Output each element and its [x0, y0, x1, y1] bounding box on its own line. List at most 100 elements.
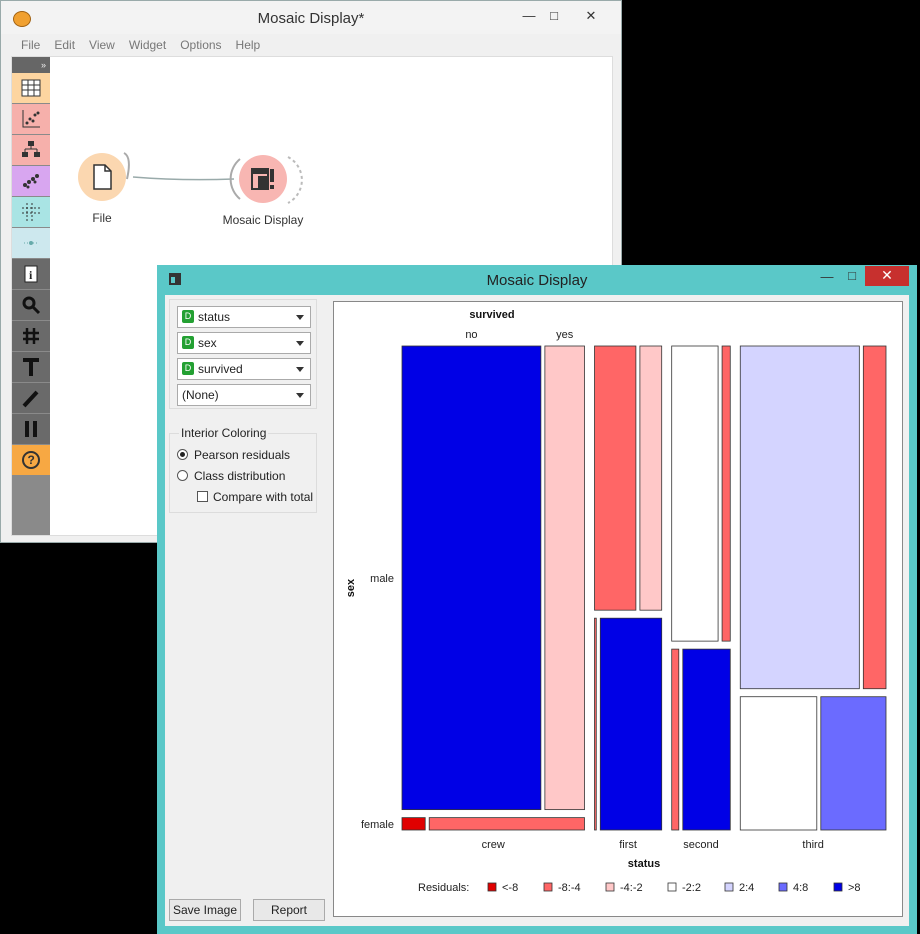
link-line[interactable] — [132, 176, 235, 181]
magnifier-icon — [22, 296, 41, 315]
variable-3-value: survived — [198, 362, 243, 376]
variable-4-select[interactable]: (None) — [177, 384, 311, 406]
toolbox-scatter-plot-button[interactable] — [12, 104, 50, 134]
class-distribution-label[interactable]: Class distribution — [194, 469, 286, 483]
toolbox-distance-button[interactable] — [12, 228, 50, 258]
heatmap-grid-icon — [22, 203, 40, 221]
mosaic-close-button[interactable]: ✕ — [865, 266, 909, 286]
toolbox-text-button[interactable] — [12, 352, 50, 382]
compare-with-total-label[interactable]: Compare with total — [213, 490, 314, 504]
maximize-button[interactable]: □ — [550, 8, 558, 23]
help-icon: ? — [22, 451, 40, 469]
mosaic-cell — [671, 648, 680, 831]
toolbox-pen-button[interactable] — [12, 383, 50, 413]
pearson-residuals-label[interactable]: Pearson residuals — [194, 448, 291, 462]
x-tick-label: second — [683, 839, 718, 851]
save-image-button[interactable]: Save Image — [169, 899, 241, 921]
toolbox-info-button[interactable]: i — [12, 259, 50, 289]
toolbox-heatmap-grid-button[interactable] — [12, 197, 50, 227]
mosaic-cell — [401, 817, 426, 831]
legend-swatch — [487, 882, 497, 892]
class-distribution-radio[interactable] — [177, 470, 188, 481]
inner-tick-label: yes — [556, 329, 574, 341]
chevron-down-icon — [296, 393, 304, 398]
mosaic-title-bar: Mosaic Display — □ ✕ — [157, 265, 917, 295]
toolbox-pause-button[interactable] — [12, 414, 50, 444]
y-tick-label: female — [361, 819, 394, 831]
data-table-icon — [21, 79, 41, 97]
mosaic-cell — [594, 345, 637, 611]
canvas-window-title: Mosaic Display* — [257, 10, 365, 27]
mosaic-window-title: Mosaic Display — [486, 272, 588, 289]
info-icon: i — [24, 265, 38, 283]
toolbox-expand-button[interactable]: » — [12, 57, 50, 73]
hash-icon — [23, 328, 39, 344]
orange-logo-icon — [13, 11, 31, 27]
variable-2-value: sex — [198, 336, 217, 350]
variable-4-value: (None) — [182, 388, 219, 402]
minimize-button[interactable]: — — [522, 8, 536, 23]
mosaic-minimize-button[interactable]: — — [820, 269, 834, 284]
menu-options[interactable]: Options — [180, 38, 222, 52]
toolbox-help-button[interactable]: ? — [12, 445, 50, 475]
mosaic-node[interactable]: Mosaic Display — [223, 155, 303, 227]
chevron-down-icon — [296, 315, 304, 320]
menu-view[interactable]: View — [89, 38, 115, 52]
discrete-badge-icon: D — [182, 362, 194, 376]
legend-label: -2:2 — [682, 882, 701, 894]
mosaic-maximize-button[interactable]: □ — [848, 268, 856, 283]
svg-text:?: ? — [28, 453, 35, 467]
file-node-label: File — [92, 211, 112, 225]
x-tick-label: first — [619, 839, 637, 851]
file-node-circle[interactable] — [78, 153, 126, 201]
legend-label: 4:8 — [793, 882, 808, 894]
mosaic-cell — [820, 696, 887, 831]
toolbox-magnifier-button[interactable] — [12, 290, 50, 320]
mosaic-plot-area: crew no yes male female first second third survi… — [333, 301, 903, 917]
clusters-icon — [23, 174, 39, 189]
toolbox-hash-button[interactable] — [12, 321, 50, 351]
menu-edit[interactable]: Edit — [54, 38, 76, 52]
scatter-plot-icon — [22, 110, 40, 128]
toolbox-tree-button[interactable] — [12, 135, 50, 165]
menu-widget[interactable]: Widget — [128, 38, 167, 52]
toolbox-data-table-button[interactable] — [12, 73, 50, 103]
distance-icon — [24, 241, 38, 245]
svg-text:i: i — [29, 268, 33, 282]
mosaic-cell — [739, 345, 860, 690]
mosaic-cell — [682, 648, 731, 831]
pen-icon — [22, 390, 39, 408]
file-node[interactable]: File — [78, 153, 126, 225]
menu-help[interactable]: Help — [235, 38, 261, 52]
mosaic-cell — [544, 345, 585, 811]
legend-title: Residuals: — [418, 882, 469, 894]
close-button[interactable]: ✕ — [585, 8, 597, 23]
mosaic-cell — [594, 617, 597, 831]
mosaic-cell — [428, 817, 585, 831]
document-icon — [93, 164, 112, 190]
legend-swatch — [778, 882, 788, 892]
legend-label: -4:-2 — [620, 882, 643, 894]
legend-swatch — [543, 882, 553, 892]
text-icon — [23, 358, 39, 376]
chevron-down-icon — [296, 341, 304, 346]
x-tick-label: crew — [482, 839, 505, 851]
pearson-residuals-radio[interactable] — [177, 449, 188, 460]
mosaic-node-circle[interactable] — [239, 155, 287, 203]
compare-with-total-checkbox[interactable] — [197, 491, 208, 502]
legend-label: 2:4 — [739, 882, 754, 894]
legend-label: -8:-4 — [558, 882, 581, 894]
chevron-down-icon — [296, 367, 304, 372]
legend-swatch — [605, 882, 615, 892]
mosaic-cell — [739, 696, 818, 831]
menu-file[interactable]: File — [21, 38, 41, 52]
pause-icon — [25, 421, 37, 437]
toolbox-clusters-button[interactable] — [12, 166, 50, 196]
report-button[interactable]: Report — [253, 899, 325, 921]
inner-tick-label: no — [465, 329, 477, 341]
